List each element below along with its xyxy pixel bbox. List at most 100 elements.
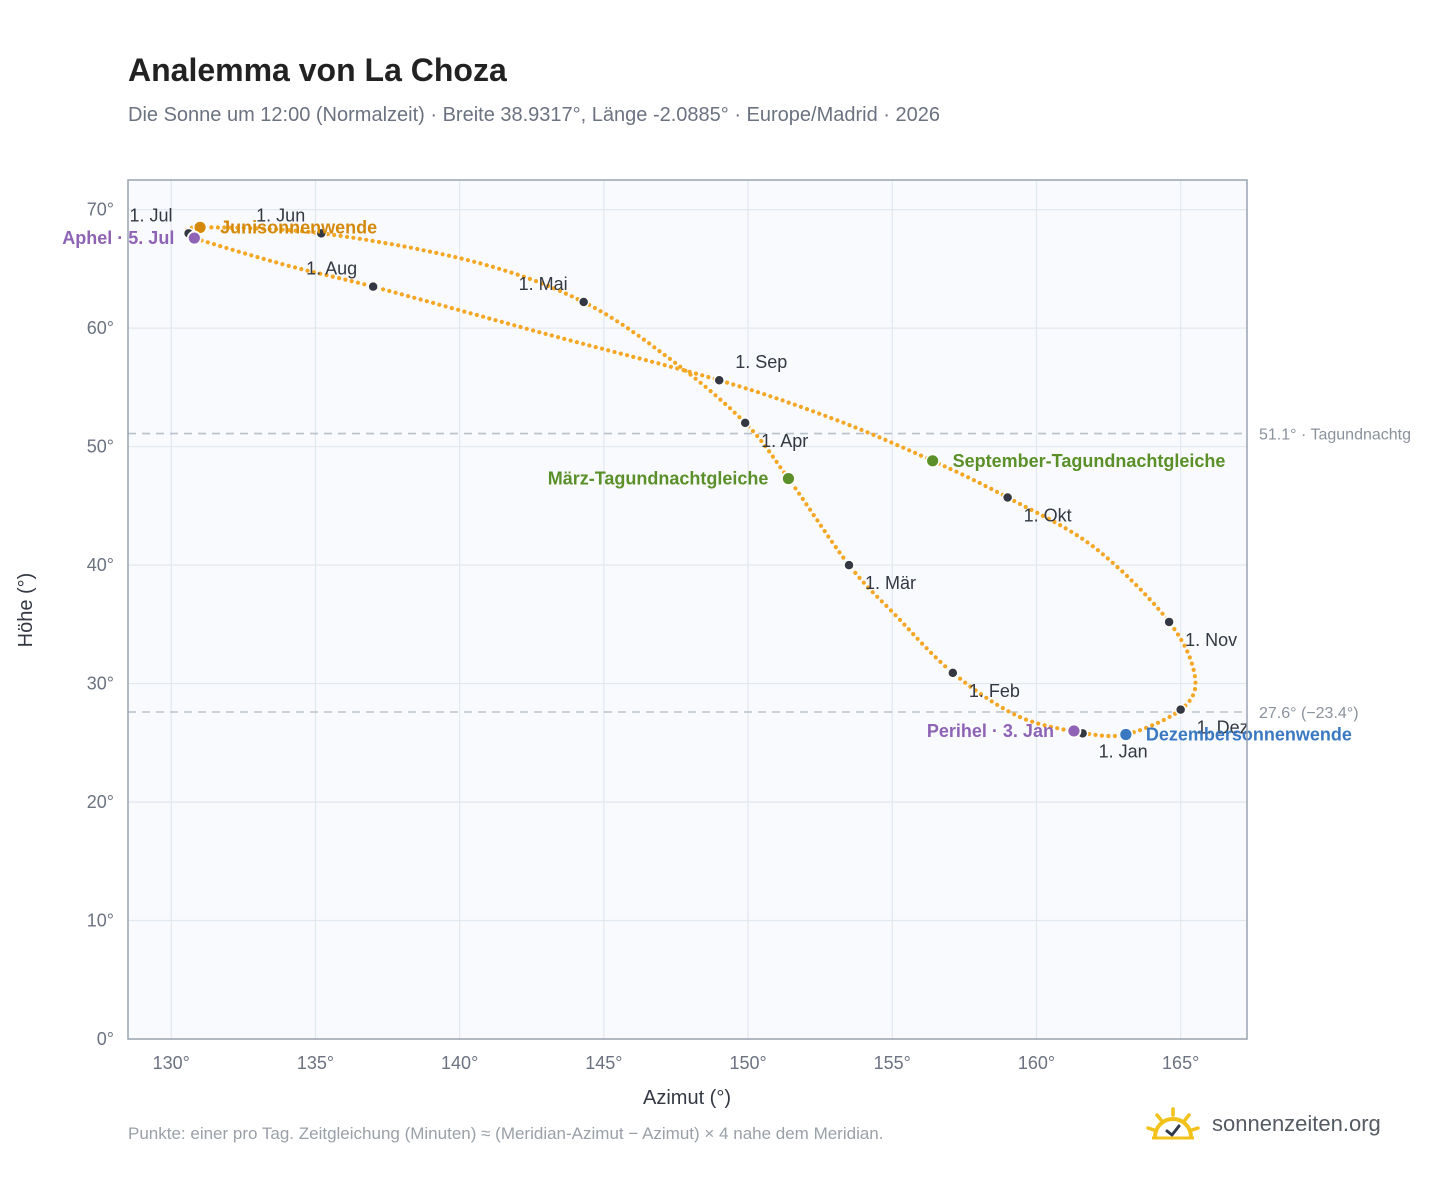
day-point: [383, 241, 388, 246]
day-point: [920, 641, 925, 646]
day-point: [978, 692, 984, 697]
day-point: [973, 688, 978, 693]
day-point: [652, 345, 657, 350]
month-label: 1. Jun: [256, 205, 305, 225]
day-point: [1129, 578, 1134, 583]
month-marker: [577, 296, 590, 308]
day-point: [725, 380, 730, 385]
day-point: [966, 475, 971, 480]
day-point: [1191, 667, 1196, 673]
day-point: [759, 438, 764, 444]
day-point: [376, 239, 382, 245]
day-point: [829, 539, 835, 544]
day-point: [971, 478, 977, 483]
day-point: [1074, 533, 1079, 538]
day-point: [292, 265, 298, 270]
day-point: [1055, 726, 1060, 731]
day-point: [527, 276, 533, 281]
day-point: [1151, 601, 1157, 607]
day-point: [637, 356, 642, 361]
day-point: [737, 415, 742, 420]
day-point: [338, 233, 343, 238]
day-point: [370, 238, 375, 243]
event-markers: Junisonnenwende Dezembersonnenwende März-T…: [62, 217, 1352, 744]
day-point: [703, 384, 708, 389]
reference-line-label: 27.6° (−23.4°): [1259, 705, 1359, 722]
day-point: [381, 287, 386, 292]
day-point: [344, 234, 350, 239]
event-label: Junisonnenwende: [220, 217, 377, 237]
day-point: [1160, 611, 1165, 616]
day-point: [829, 416, 834, 421]
brand[interactable]: sonnenzeiten.org: [1146, 1104, 1381, 1144]
day-point: [800, 496, 805, 502]
day-point: [459, 256, 464, 261]
day-point: [826, 534, 831, 539]
day-point: [933, 655, 938, 660]
day-point: [209, 225, 214, 230]
day-point: [349, 279, 354, 284]
day-point: [1115, 565, 1120, 570]
day-point: [434, 250, 439, 255]
day-point: [1095, 548, 1100, 553]
y-tick-label: 50°: [87, 437, 114, 457]
day-point: [1175, 632, 1181, 637]
day-point: [763, 444, 768, 449]
day-point: [518, 324, 523, 330]
day-point: [1138, 587, 1143, 592]
x-tick-label: 140°: [441, 1053, 478, 1073]
day-point: [1182, 643, 1187, 648]
day-point: [574, 340, 580, 345]
day-point: [1143, 592, 1148, 597]
month-marker: [843, 559, 855, 571]
day-point: [667, 356, 673, 361]
day-point: [1080, 536, 1085, 541]
day-point: [299, 229, 305, 234]
day-point: [817, 411, 822, 416]
day-point: [512, 323, 517, 328]
day-point: [673, 360, 678, 365]
x-tick-label: 165°: [1162, 1053, 1199, 1073]
day-point: [929, 650, 934, 656]
month-label: 1. Mär: [865, 573, 916, 593]
day-point: [871, 432, 876, 437]
day-point: [1029, 507, 1034, 512]
day-point: [254, 226, 259, 231]
day-point: [911, 632, 916, 637]
month-marker: [713, 374, 725, 386]
event-label: März-Tagundnachtgleiche: [548, 469, 769, 489]
day-point: [818, 523, 824, 528]
day-point: [778, 465, 783, 470]
day-point: [484, 263, 489, 268]
y-tick-label: 20°: [87, 792, 114, 812]
day-point: [1061, 727, 1066, 732]
day-point: [1030, 719, 1035, 724]
day-point: [472, 259, 477, 264]
reference-line-label: 51.1° · Tagundnachtg: [1259, 427, 1411, 444]
day-point: [656, 361, 661, 366]
day-point: [243, 251, 248, 256]
day-point: [1144, 725, 1149, 731]
day-point: [1110, 560, 1115, 565]
day-point: [837, 550, 842, 555]
day-point: [299, 267, 304, 272]
day-point: [723, 401, 728, 406]
x-tick-label: 130°: [153, 1053, 190, 1073]
day-point: [1012, 498, 1017, 504]
day-point: [1058, 523, 1063, 528]
day-point: [870, 590, 875, 595]
day-point: [731, 382, 736, 387]
day-point: [478, 261, 483, 266]
day-point: [989, 486, 994, 491]
day-point: [487, 316, 492, 321]
day-point: [893, 613, 898, 618]
day-point: [569, 294, 574, 299]
month-label: 1. Jul: [130, 205, 173, 225]
day-point: [287, 228, 292, 233]
day-point: [823, 413, 828, 418]
month-label: 1. Mai: [519, 274, 568, 294]
day-point: [924, 646, 929, 651]
day-point: [1069, 529, 1074, 534]
day-point: [1120, 569, 1125, 574]
day-point: [883, 437, 888, 442]
